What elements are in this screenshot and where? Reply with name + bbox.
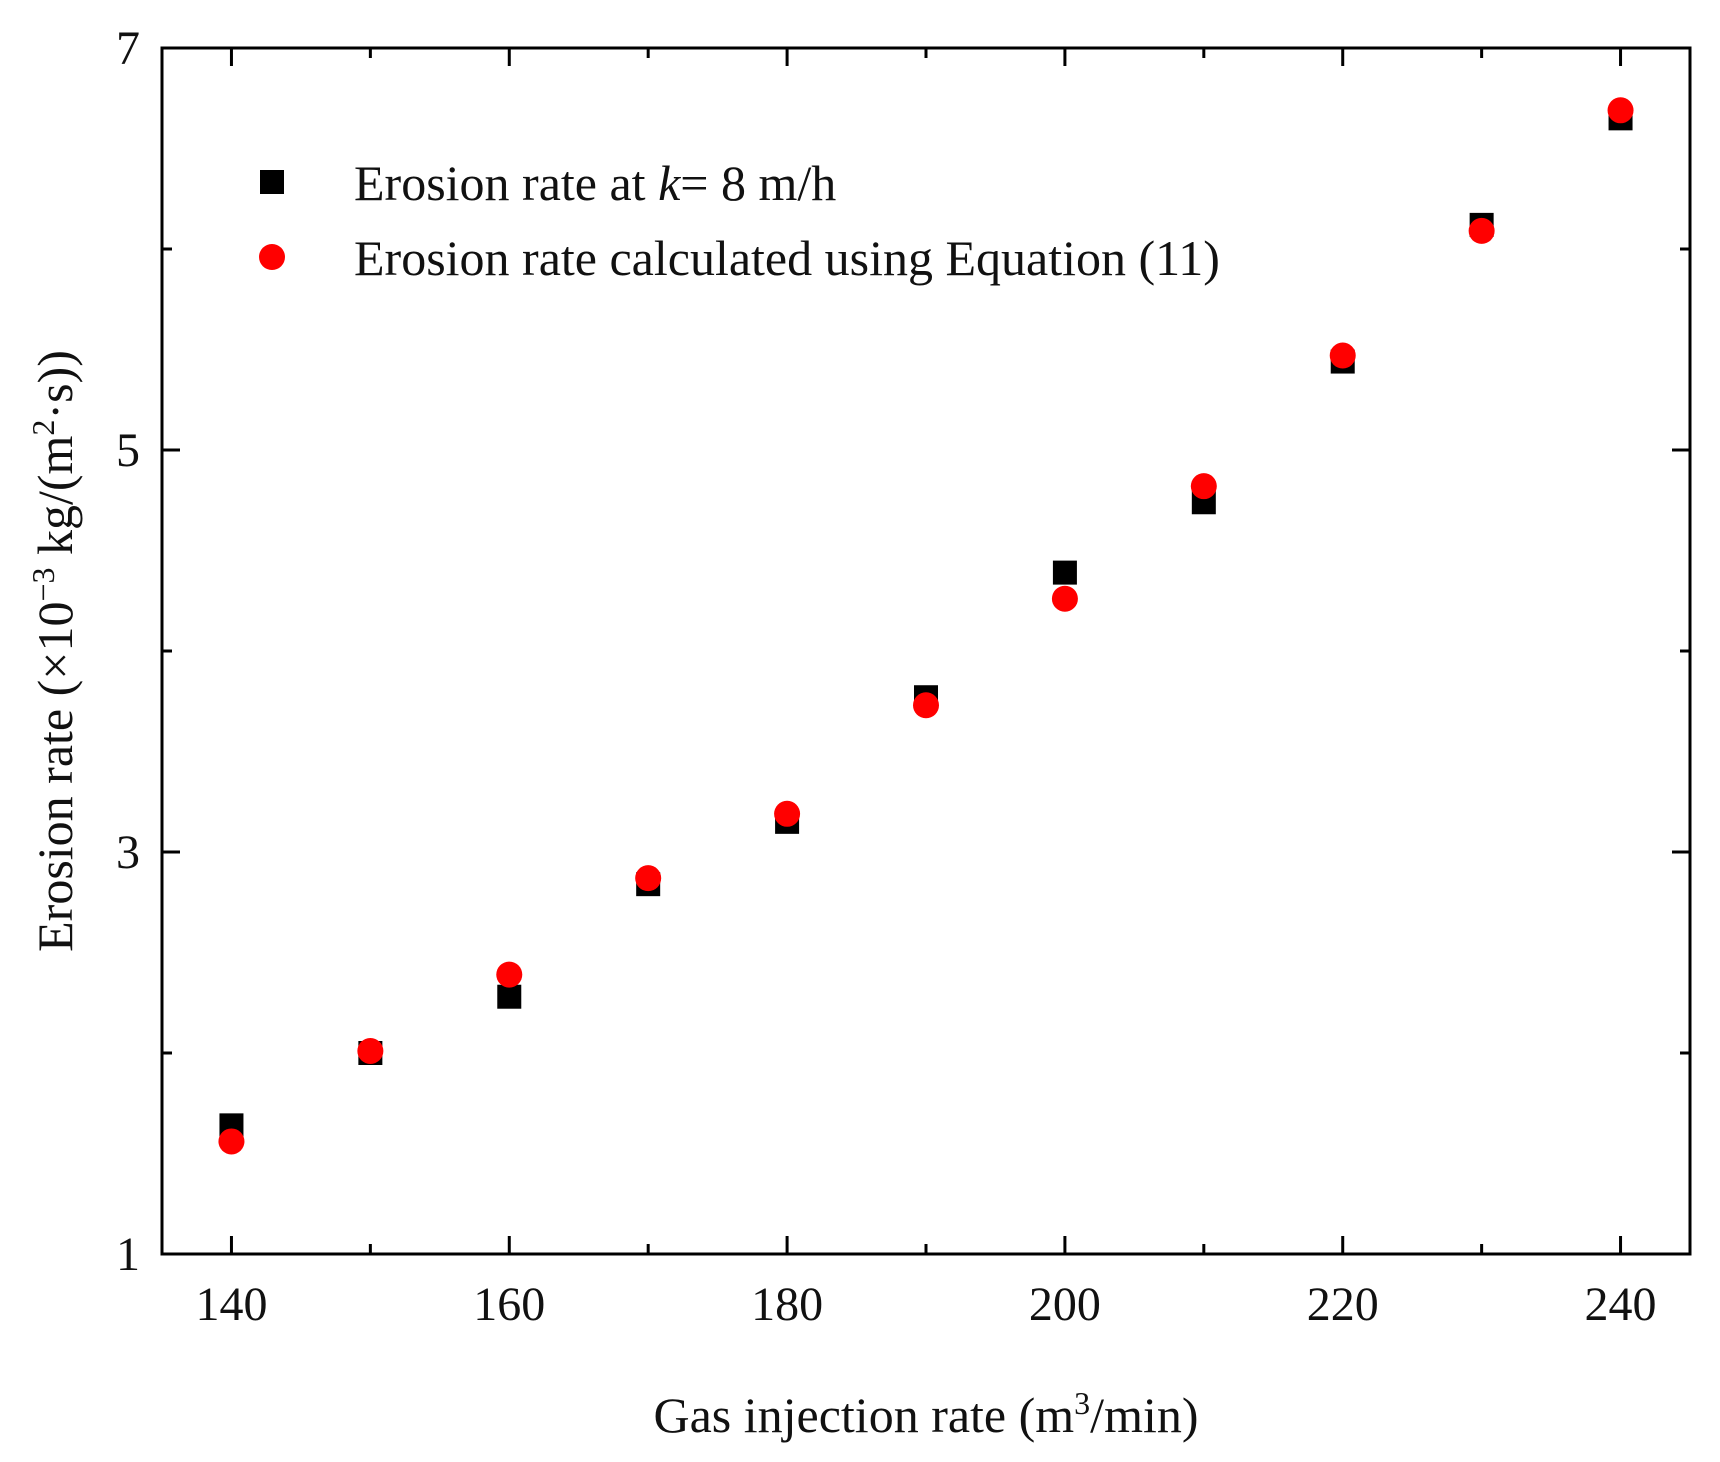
legend-label-series-2: Erosion rate calculated using Equation (… [354, 230, 1220, 286]
data-point-square [497, 984, 522, 1009]
y-axis-ticks: 1 3 5 7 [116, 22, 1690, 1281]
y-tick-label: 1 [116, 1228, 140, 1281]
x-tick-label: 140 [195, 1278, 267, 1331]
data-point-circle [496, 961, 523, 988]
data-point-circle [1607, 97, 1634, 124]
y-tick-label: 3 [116, 826, 140, 879]
x-tick-label: 240 [1585, 1278, 1657, 1331]
data-point-circle [1329, 342, 1356, 369]
legend-label-series-1: Erosion rate at k= 8 m/h [354, 155, 836, 211]
legend: Erosion rate at k= 8 m/h Erosion rate ca… [259, 155, 1220, 286]
data-point-circle [913, 692, 939, 719]
legend-marker-circle [259, 244, 285, 270]
x-axis-ticks: 140 160 180 200 220 240 [195, 48, 1657, 1331]
data-point-circle [357, 1037, 384, 1064]
data-points [218, 97, 1634, 1155]
x-tick-label: 160 [473, 1278, 545, 1331]
y-axis-title: Erosion rate (×10−3 kg/(m2·s)) [25, 350, 83, 952]
x-tick-label: 180 [751, 1278, 823, 1331]
x-tick-label: 200 [1029, 1278, 1101, 1331]
y-tick-label: 7 [116, 22, 140, 75]
x-axis-title: Gas injection rate (m3/min) [653, 1385, 1198, 1443]
data-point-circle [1190, 473, 1217, 500]
data-point-circle [635, 865, 662, 892]
data-point-circle [218, 1128, 245, 1155]
x-tick-label: 220 [1307, 1278, 1379, 1331]
data-point-circle [774, 800, 801, 827]
data-point-circle [1051, 585, 1078, 612]
plot-frame [160, 46, 1692, 1256]
data-point-circle [1468, 217, 1495, 244]
y-tick-label: 5 [116, 424, 140, 477]
data-point-square [1052, 560, 1077, 585]
legend-marker-square [260, 170, 284, 194]
